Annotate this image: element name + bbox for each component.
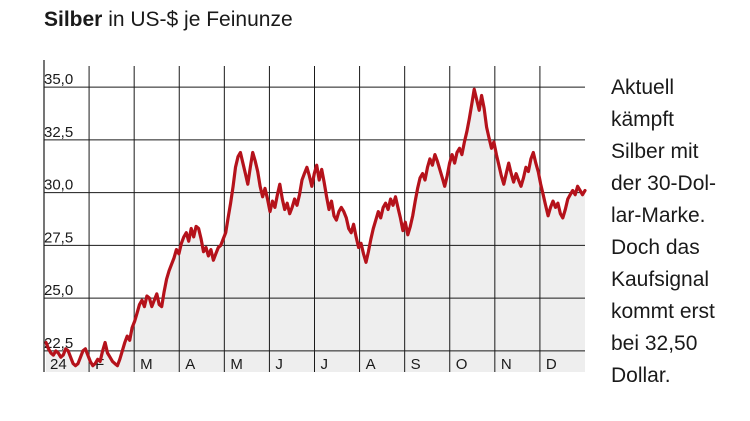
x-tick-label: M	[140, 356, 153, 373]
y-tick-label: 25,0	[44, 282, 73, 299]
caption-line: kämpft	[611, 108, 675, 131]
x-tick-label: M	[230, 356, 243, 373]
chart-title: Silber in US-$ je Feinunze	[44, 8, 293, 32]
area-fill	[46, 89, 585, 372]
chart-title-bold: Silber	[44, 8, 103, 31]
x-tick-label: A	[185, 356, 195, 373]
caption-line: Doch das	[611, 236, 700, 259]
x-tick-label: S	[411, 356, 421, 373]
x-tick-label: N	[501, 356, 512, 373]
caption-line: lar-Marke.	[611, 204, 706, 227]
silver-price-chart: 24 F M A M J J A S O N D22,525,027,530,032,535,0	[43, 60, 587, 373]
x-tick-label: F	[95, 356, 104, 373]
x-tick-label: O	[456, 356, 468, 373]
caption-line: Silber mit	[611, 140, 699, 163]
caption-line: Aktuell	[611, 76, 675, 99]
x-tick-label: J	[321, 356, 329, 373]
caption-text: Aktuell kämpft Silber mit der 30-Dol-lar-Ma…	[611, 72, 747, 392]
x-tick-label: J	[275, 356, 283, 373]
chart-title-rest: in US-$ je Feinunze	[102, 8, 293, 31]
caption-line: der 30-Dol-	[611, 172, 717, 195]
y-tick-label: 27,5	[44, 229, 73, 246]
caption-line: Kaufsignal	[611, 268, 710, 291]
x-tick-label: A	[366, 356, 376, 373]
price-line	[44, 87, 587, 368]
y-tick-label: 35,0	[44, 71, 73, 88]
x-tick-label: 24	[50, 356, 67, 373]
y-tick-label: 32,5	[44, 124, 73, 141]
x-tick-label: D	[546, 356, 557, 373]
caption-line: Dollar.	[611, 364, 671, 387]
y-tick-label: 30,0	[44, 177, 73, 194]
caption-line: bei 32,50	[611, 332, 698, 355]
caption-line: kommt erst	[611, 300, 715, 323]
